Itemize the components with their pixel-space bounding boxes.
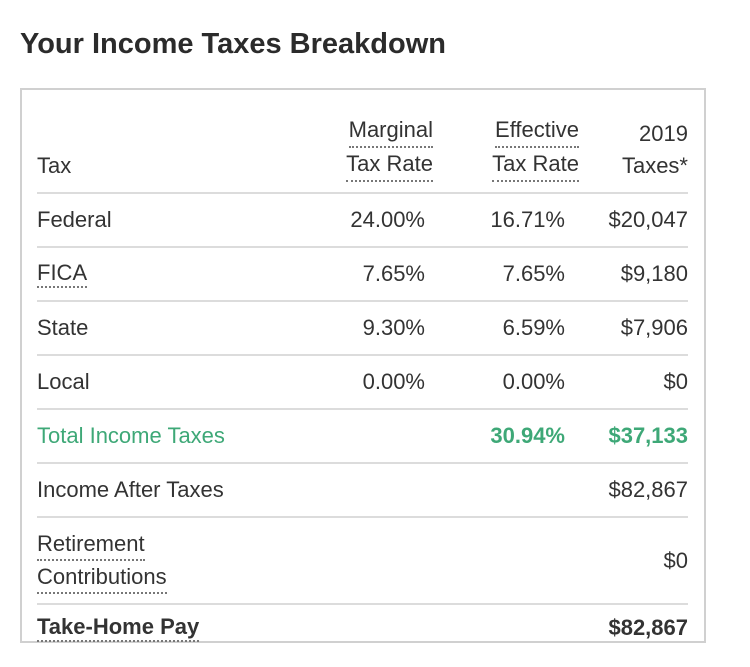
taxes-cell: $0 — [579, 355, 688, 410]
header-row: Tax Marginal Tax Rate Effective Tax Rate 2… — [37, 90, 688, 194]
row-label[interactable]: Retirement — [37, 528, 145, 561]
header-text: Effective — [495, 114, 579, 148]
effective-cell: 0.00% — [433, 355, 579, 410]
row-label[interactable]: FICA — [37, 260, 88, 288]
table-row: State 9.30% 6.59% $7,906 — [37, 301, 688, 356]
row-label[interactable]: Take-Home Pay — [37, 614, 200, 642]
row-label: Income After Taxes — [37, 477, 224, 502]
marginal-cell — [307, 463, 433, 518]
marginal-cell — [307, 517, 433, 605]
effective-cell — [433, 517, 579, 605]
row-label-cell: Income After Taxes — [37, 463, 307, 518]
effective-cell — [433, 604, 579, 651]
row-label-cell: Take-Home Pay — [37, 604, 307, 651]
effective-cell — [433, 463, 579, 518]
marginal-cell: 7.65% — [307, 247, 433, 302]
taxes-cell: $9,180 — [579, 247, 688, 302]
row-label: Federal — [37, 207, 112, 232]
table-row: Take-Home Pay $82,867 — [37, 604, 688, 651]
column-header: 2019 Taxes* — [579, 90, 688, 194]
table-row: Local 0.00% 0.00% $0 — [37, 355, 688, 410]
table-row: Federal 24.00% 16.71% $20,047 — [37, 193, 688, 248]
column-header: Tax — [37, 90, 307, 194]
title: Your Income Taxes Breakdown — [20, 28, 446, 60]
table-row: FICA 7.65% 7.65% $9,180 — [37, 247, 688, 302]
marginal-cell — [307, 604, 433, 651]
taxes-cell: $7,906 — [579, 301, 688, 356]
row-label-cell: State — [37, 301, 307, 356]
header-text: Marginal — [348, 114, 433, 148]
row-label-cell: Federal — [37, 193, 307, 248]
row-label-cell: Local — [37, 355, 307, 410]
column-header[interactable]: Marginal Tax Rate — [307, 90, 433, 194]
taxes-cell: $20,047 — [579, 193, 688, 248]
row-label-cell: FICA — [37, 247, 307, 302]
effective-cell: 7.65% — [433, 247, 579, 302]
header-text: 2019 — [639, 121, 688, 146]
taxes-cell: $82,867 — [579, 463, 688, 518]
row-label[interactable]: Contributions — [37, 561, 167, 594]
marginal-cell: 9.30% — [307, 301, 433, 356]
column-header[interactable]: Effective Tax Rate — [433, 90, 579, 194]
row-label: Local — [37, 369, 90, 394]
header-text: Tax — [37, 153, 72, 178]
header-text: Taxes* — [621, 153, 688, 178]
row-label-cell: Total Income Taxes — [37, 409, 307, 464]
marginal-cell — [307, 409, 433, 464]
marginal-cell: 24.00% — [307, 193, 433, 248]
row-label: Total Income Taxes — [37, 423, 225, 448]
taxes-cell: $0 — [579, 517, 688, 605]
header-text: Tax Rate — [346, 148, 433, 182]
taxes-cell: $82,867 — [608, 615, 688, 640]
effective-cell: 30.94% — [433, 409, 579, 464]
table-row: Income After Taxes $82,867 — [37, 463, 688, 518]
effective-cell: 16.71% — [433, 193, 579, 248]
table-card: Tax Marginal Tax Rate Effective Tax Rate 2… — [20, 88, 706, 643]
header-text: Tax Rate — [492, 148, 579, 182]
row-label: State — [37, 315, 89, 340]
marginal-cell: 0.00% — [307, 355, 433, 410]
taxes-cell: $37,133 — [579, 409, 688, 464]
row-label-cell: Retirement Contributions — [37, 517, 307, 605]
table-row: Total Income Taxes 30.94% $37,133 — [37, 409, 688, 464]
effective-cell: 6.59% — [433, 301, 579, 356]
tax-table: Tax Marginal Tax Rate Effective Tax Rate 2… — [37, 90, 688, 651]
table-row: Retirement Contributions $0 — [37, 517, 688, 605]
